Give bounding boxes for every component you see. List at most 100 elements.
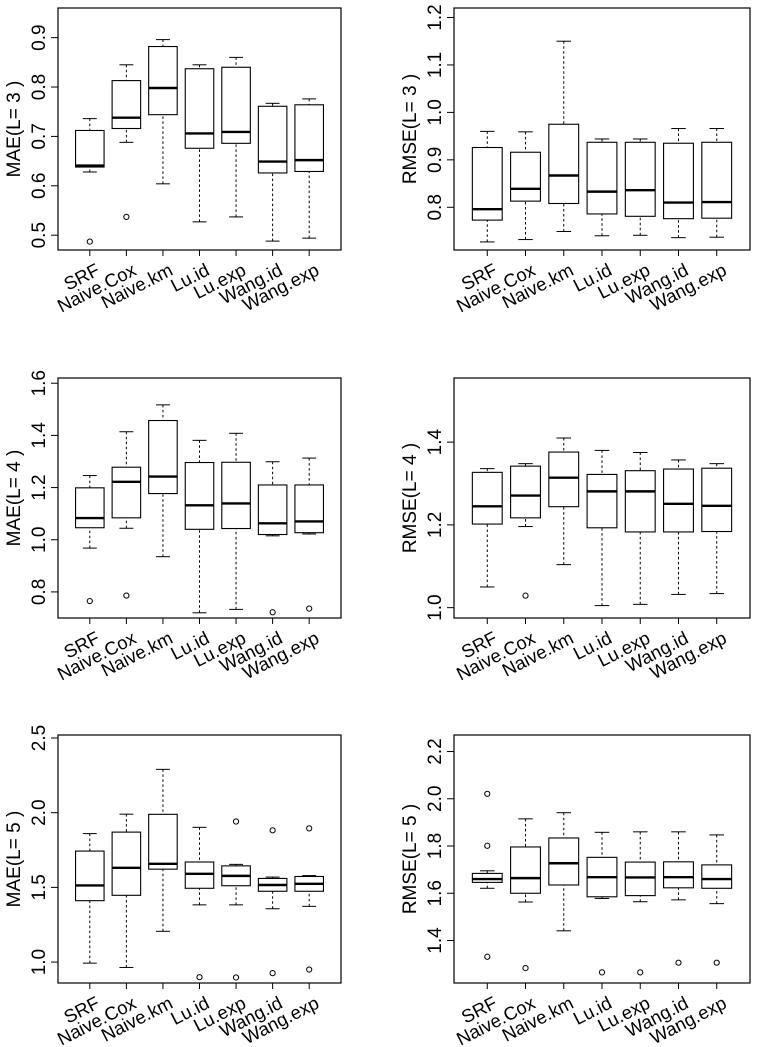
box-srf (75, 833, 105, 964)
box-naive-km (148, 768, 178, 932)
box-lu-id (586, 831, 618, 976)
iqr-box (624, 141, 656, 217)
iqr-box (510, 151, 541, 202)
outlier-point (484, 790, 491, 797)
iqr-box (548, 451, 580, 508)
y-tick-label: 0.9 (425, 147, 446, 173)
box-lu-id (586, 138, 618, 237)
box-lu-id (184, 826, 215, 981)
box-lu-exp (221, 432, 251, 610)
iqr-box (624, 861, 656, 897)
box-wang-id (663, 459, 694, 595)
iqr-box (111, 80, 142, 130)
iqr-box (184, 861, 215, 889)
box-lu-exp (221, 56, 251, 218)
iqr-box (548, 123, 580, 205)
box-lu-id (586, 449, 618, 607)
iqr-box (111, 466, 142, 519)
y-tick-label: 1.2 (29, 474, 50, 500)
box-wang-id (663, 831, 694, 966)
box-wang-exp (701, 834, 733, 966)
outlier-point (232, 974, 240, 981)
iqr-box (294, 484, 324, 534)
box-naive-km (548, 812, 580, 932)
box-srf (75, 118, 105, 245)
box-naive-cox (510, 463, 541, 599)
outlier-point (306, 605, 313, 612)
iqr-box (184, 461, 215, 530)
outlier-point (196, 974, 203, 981)
box-lu-exp (624, 451, 656, 605)
y-tick-label: 1.6 (29, 370, 50, 396)
iqr-box (148, 45, 178, 116)
iqr-box (701, 864, 733, 889)
box-wang-id (663, 128, 694, 239)
y-axis-title: MAE(L= 3 ) (4, 81, 25, 178)
box-naive-km (148, 404, 178, 558)
y-tick-label: 0.8 (29, 74, 50, 100)
y-tick-label: 1.0 (29, 949, 50, 975)
iqr-box (701, 141, 733, 219)
y-tick-label: 1.5 (29, 874, 50, 900)
outlier-point (484, 953, 491, 960)
box-naive-cox (510, 818, 541, 972)
y-tick-label: 2.2 (425, 738, 446, 764)
iqr-box (221, 66, 251, 144)
y-axis-title: RMSE(L= 3 ) (400, 74, 421, 184)
y-tick-label: 0.5 (29, 222, 50, 248)
iqr-box (148, 419, 178, 495)
y-tick-label: 1.4 (425, 429, 446, 456)
iqr-box (701, 467, 733, 533)
outlier-point (232, 818, 240, 825)
outlier-point (675, 959, 682, 966)
box-naive-km (548, 437, 580, 566)
outlier-point (86, 597, 93, 605)
outlier-point (306, 966, 313, 973)
y-tick-label: 0.6 (29, 173, 50, 199)
box-wang-exp (701, 128, 733, 238)
box-lu-id (184, 439, 215, 614)
y-tick-label: 0.8 (425, 194, 446, 220)
iqr-box (548, 837, 580, 886)
box-naive-cox (111, 431, 142, 599)
outlier-point (637, 969, 644, 976)
box-srf (471, 790, 503, 960)
box-srf (471, 468, 503, 588)
y-axis-title: RMSE(L= 5 ) (400, 804, 421, 914)
box-lu-exp (624, 831, 656, 976)
y-tick-label: 1.8 (425, 833, 446, 859)
y-tick-label: 2.0 (425, 786, 446, 812)
box-wang-id (257, 102, 288, 242)
y-tick-label: 1.1 (425, 52, 446, 78)
box-srf (75, 475, 105, 605)
box-wang-exp (294, 98, 324, 239)
outlier-point (598, 969, 606, 976)
outlier-point (484, 842, 491, 849)
y-axis-title: MAE(L= 5 ) (4, 811, 25, 908)
box-wang-id (257, 827, 288, 977)
y-tick-label: 0.8 (29, 579, 50, 605)
outlier-point (522, 965, 529, 972)
box-wang-exp (294, 825, 324, 973)
outlier-point (269, 970, 276, 977)
box-wang-id (257, 461, 288, 616)
iqr-box (75, 487, 105, 529)
iqr-box (257, 105, 288, 174)
y-tick-label: 1.0 (425, 99, 446, 125)
iqr-box (663, 142, 694, 220)
box-naive-cox (111, 813, 142, 968)
box-wang-exp (701, 463, 733, 595)
y-tick-label: 1.6 (425, 880, 446, 906)
y-tick-label: 0.7 (29, 123, 50, 149)
iqr-box (257, 484, 288, 536)
iqr-box (510, 846, 541, 894)
iqr-box (471, 471, 503, 525)
outlier-point (123, 592, 130, 599)
outlier-point (123, 213, 130, 221)
outlier-point (713, 959, 720, 966)
box-naive-cox (510, 131, 541, 241)
y-tick-label: 1.0 (425, 594, 446, 620)
